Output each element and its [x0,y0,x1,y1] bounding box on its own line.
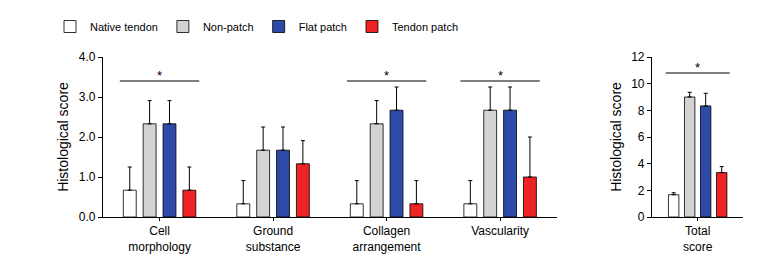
svg-text:Groundsubstance: Groundsubstance [246,224,301,254]
svg-text:4.0: 4.0 [79,50,96,64]
svg-text:8: 8 [638,104,645,118]
svg-text:2: 2 [638,184,645,198]
svg-text:2.0: 2.0 [79,130,96,144]
svg-text:*: * [384,68,389,83]
svg-text:*: * [695,60,700,75]
svg-text:Native tendon: Native tendon [90,21,158,33]
svg-text:Histological score: Histological score [55,82,71,192]
svg-text:Cellmorphology: Cellmorphology [128,224,191,254]
svg-text:6: 6 [638,130,645,144]
svg-text:Collagenarrangement: Collagenarrangement [353,224,422,254]
svg-text:Flat patch: Flat patch [299,21,347,33]
svg-text:Histological score: Histological score [608,82,624,192]
svg-text:12: 12 [631,50,645,64]
svg-text:*: * [498,68,503,83]
svg-text:*: * [157,68,162,83]
svg-text:Totalscore: Totalscore [683,224,713,254]
svg-text:0: 0 [638,210,645,224]
svg-text:10: 10 [631,77,645,91]
svg-text:Non-patch: Non-patch [203,21,254,33]
svg-text:0.0: 0.0 [79,210,96,224]
svg-text:3.0: 3.0 [79,90,96,104]
svg-text:Tendon patch: Tendon patch [392,21,458,33]
svg-text:Vascularity: Vascularity [471,224,529,238]
svg-text:1.0: 1.0 [79,170,96,184]
svg-text:4: 4 [638,157,645,171]
